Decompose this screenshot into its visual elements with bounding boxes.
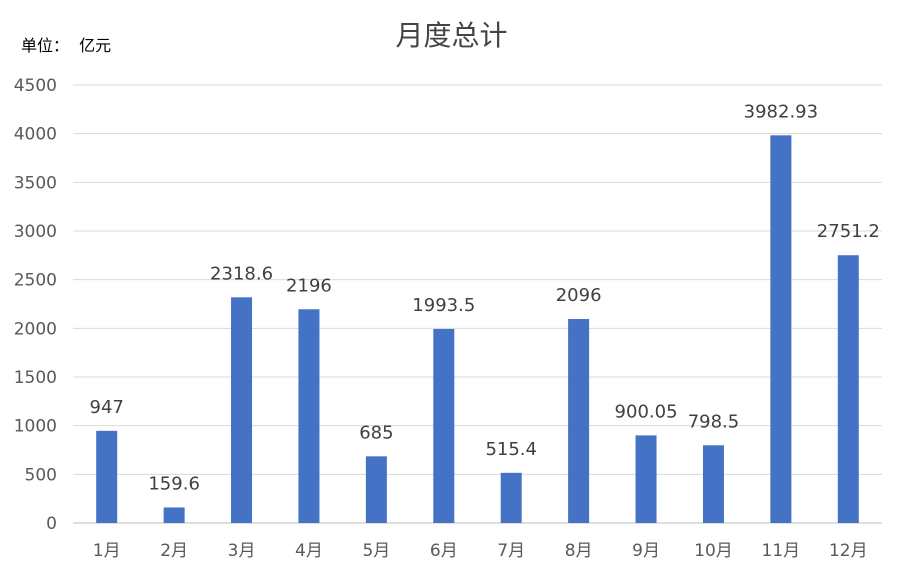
x-tick-label: 11月	[762, 541, 801, 561]
bar	[568, 318, 590, 523]
data-label: 685	[359, 422, 393, 443]
data-label: 3982.93	[744, 101, 818, 122]
y-tick-label: 3000	[14, 222, 57, 242]
data-label: 798.5	[688, 411, 740, 432]
data-label: 2096	[556, 285, 602, 306]
data-label: 900.05	[615, 401, 678, 422]
unit-label: 单位： 亿元	[21, 36, 112, 55]
x-tick-label: 10月	[694, 541, 733, 561]
bar	[837, 255, 859, 523]
data-label: 515.4	[485, 439, 537, 460]
bar	[163, 507, 185, 523]
y-tick-label: 2000	[14, 319, 57, 339]
bar	[231, 297, 253, 523]
x-tick-label: 12月	[829, 541, 868, 561]
bar	[298, 309, 320, 523]
data-label: 1993.5	[412, 295, 475, 316]
chart-title: 月度总计	[395, 19, 508, 52]
data-label: 2751.2	[817, 221, 880, 242]
y-tick-label: 2500	[14, 271, 57, 291]
bar	[500, 472, 522, 523]
y-tick-label: 1500	[14, 368, 57, 388]
x-tick-label: 4月	[295, 541, 323, 561]
y-tick-label: 500	[25, 465, 57, 485]
x-tick-label: 8月	[565, 541, 593, 561]
x-tick-label: 6月	[430, 541, 458, 561]
bar	[365, 456, 387, 523]
y-tick-label: 4000	[14, 125, 57, 145]
x-tick-label: 7月	[497, 541, 525, 561]
data-label: 159.6	[148, 473, 200, 494]
bar	[433, 328, 455, 523]
y-tick-label: 0	[46, 514, 57, 534]
x-tick-label: 9月	[632, 541, 660, 561]
bar	[702, 445, 724, 523]
x-tick-label: 2月	[160, 541, 188, 561]
data-label: 2196	[286, 275, 332, 296]
bar	[635, 435, 657, 523]
bar	[770, 135, 792, 524]
data-label: 947	[90, 397, 124, 418]
x-tick-label: 3月	[228, 541, 256, 561]
y-tick-label: 1000	[14, 417, 57, 437]
data-label: 2318.6	[210, 263, 273, 284]
x-tick-label: 1月	[93, 541, 121, 561]
y-tick-label: 4500	[14, 76, 57, 96]
y-tick-label: 3500	[14, 173, 57, 193]
bar	[96, 430, 118, 523]
x-tick-label: 5月	[362, 541, 390, 561]
